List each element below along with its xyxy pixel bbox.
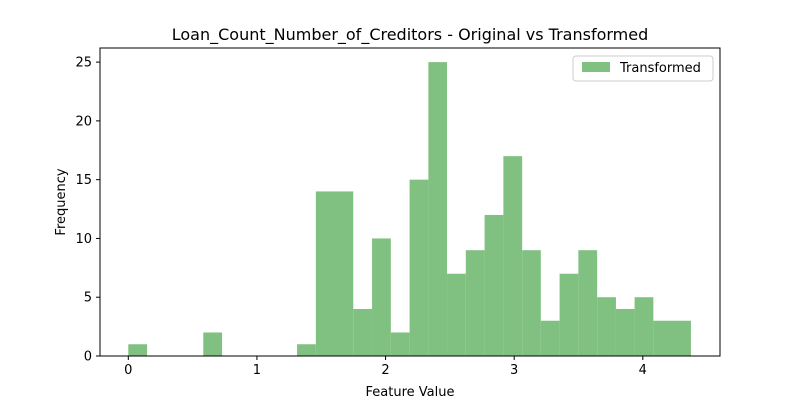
histogram-bar-8 bbox=[428, 62, 448, 356]
histogram-bar-16 bbox=[578, 250, 598, 356]
y-tick-label: 20 bbox=[75, 114, 92, 129]
y-axis-ticks: 0 5 10 15 20 25 bbox=[75, 56, 100, 365]
bars-group bbox=[128, 62, 691, 356]
histogram-bar-6 bbox=[390, 332, 410, 356]
histogram-bar-13 bbox=[522, 250, 541, 356]
chart-title: Loan_Count_Number_of_Creditors - Origina… bbox=[172, 25, 649, 45]
histogram-bar-12 bbox=[503, 156, 523, 356]
histogram-bar-1 bbox=[203, 332, 223, 356]
histogram-bar-10 bbox=[465, 250, 485, 356]
y-tick-label: 15 bbox=[75, 173, 92, 188]
histogram-bar-15 bbox=[559, 273, 579, 356]
x-tick-label: 1 bbox=[253, 363, 261, 378]
x-axis-label: Feature Value bbox=[366, 385, 455, 400]
y-tick-label: 5 bbox=[84, 291, 92, 306]
x-axis-ticks: 0 1 2 3 4 bbox=[124, 356, 647, 378]
y-tick-label: 0 bbox=[84, 350, 92, 365]
histogram-bar-11 bbox=[484, 214, 504, 356]
histogram-bar-0 bbox=[128, 344, 148, 356]
histogram-bar-4 bbox=[353, 308, 373, 356]
plot-frame bbox=[99, 47, 721, 357]
x-tick-label: 4 bbox=[639, 363, 647, 378]
histogram-bar-18 bbox=[615, 308, 635, 356]
histogram-bar-14 bbox=[540, 320, 560, 356]
histogram-bar-20 bbox=[653, 320, 691, 356]
x-tick-label: 3 bbox=[510, 363, 518, 378]
histogram-bar-7 bbox=[409, 179, 429, 356]
y-tick-label: 10 bbox=[75, 232, 92, 247]
histogram-bar-9 bbox=[447, 273, 466, 356]
histogram-bar-17 bbox=[597, 297, 616, 356]
x-tick-label: 0 bbox=[124, 363, 132, 378]
legend-swatch bbox=[582, 62, 610, 72]
histogram-bar-19 bbox=[634, 297, 654, 356]
histogram-bar-5 bbox=[372, 238, 391, 356]
legend-label: Transformed bbox=[619, 61, 701, 76]
y-tick-label: 25 bbox=[75, 56, 92, 71]
y-axis-label: Frequency bbox=[54, 168, 69, 235]
histogram-bar-2 bbox=[297, 344, 316, 356]
legend: Transformed bbox=[572, 55, 714, 82]
x-tick-label: 2 bbox=[381, 363, 389, 378]
histogram-bar-3 bbox=[315, 191, 354, 356]
